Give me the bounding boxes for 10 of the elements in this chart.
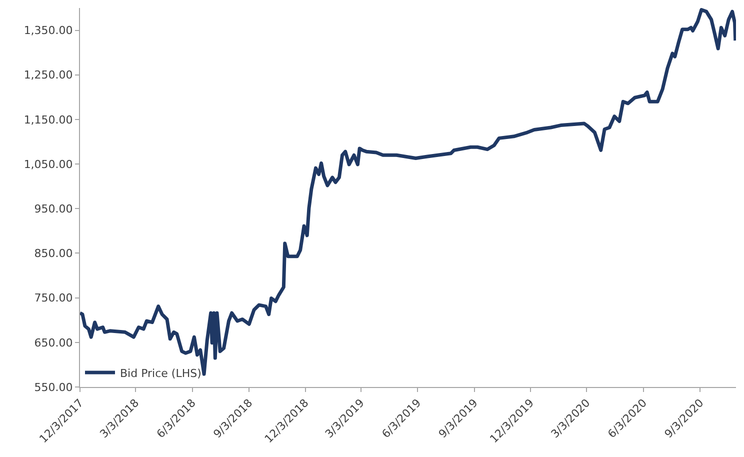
y-tick-label: 850.00 (34, 247, 73, 260)
y-tick-label: 750.00 (34, 292, 73, 305)
y-tick-label: 1,150.00 (24, 113, 73, 126)
y-tick-label: 1,250.00 (24, 68, 73, 82)
y-tick-label: 1,350.00 (24, 24, 73, 38)
y-tick-label: 550.00 (34, 380, 73, 394)
y-tick-label: 650.00 (34, 336, 73, 350)
y-tick-label: 1,050.00 (24, 158, 73, 171)
legend-label: Bid Price (LHS) (120, 366, 202, 380)
y-tick-label: 950.00 (34, 202, 73, 216)
